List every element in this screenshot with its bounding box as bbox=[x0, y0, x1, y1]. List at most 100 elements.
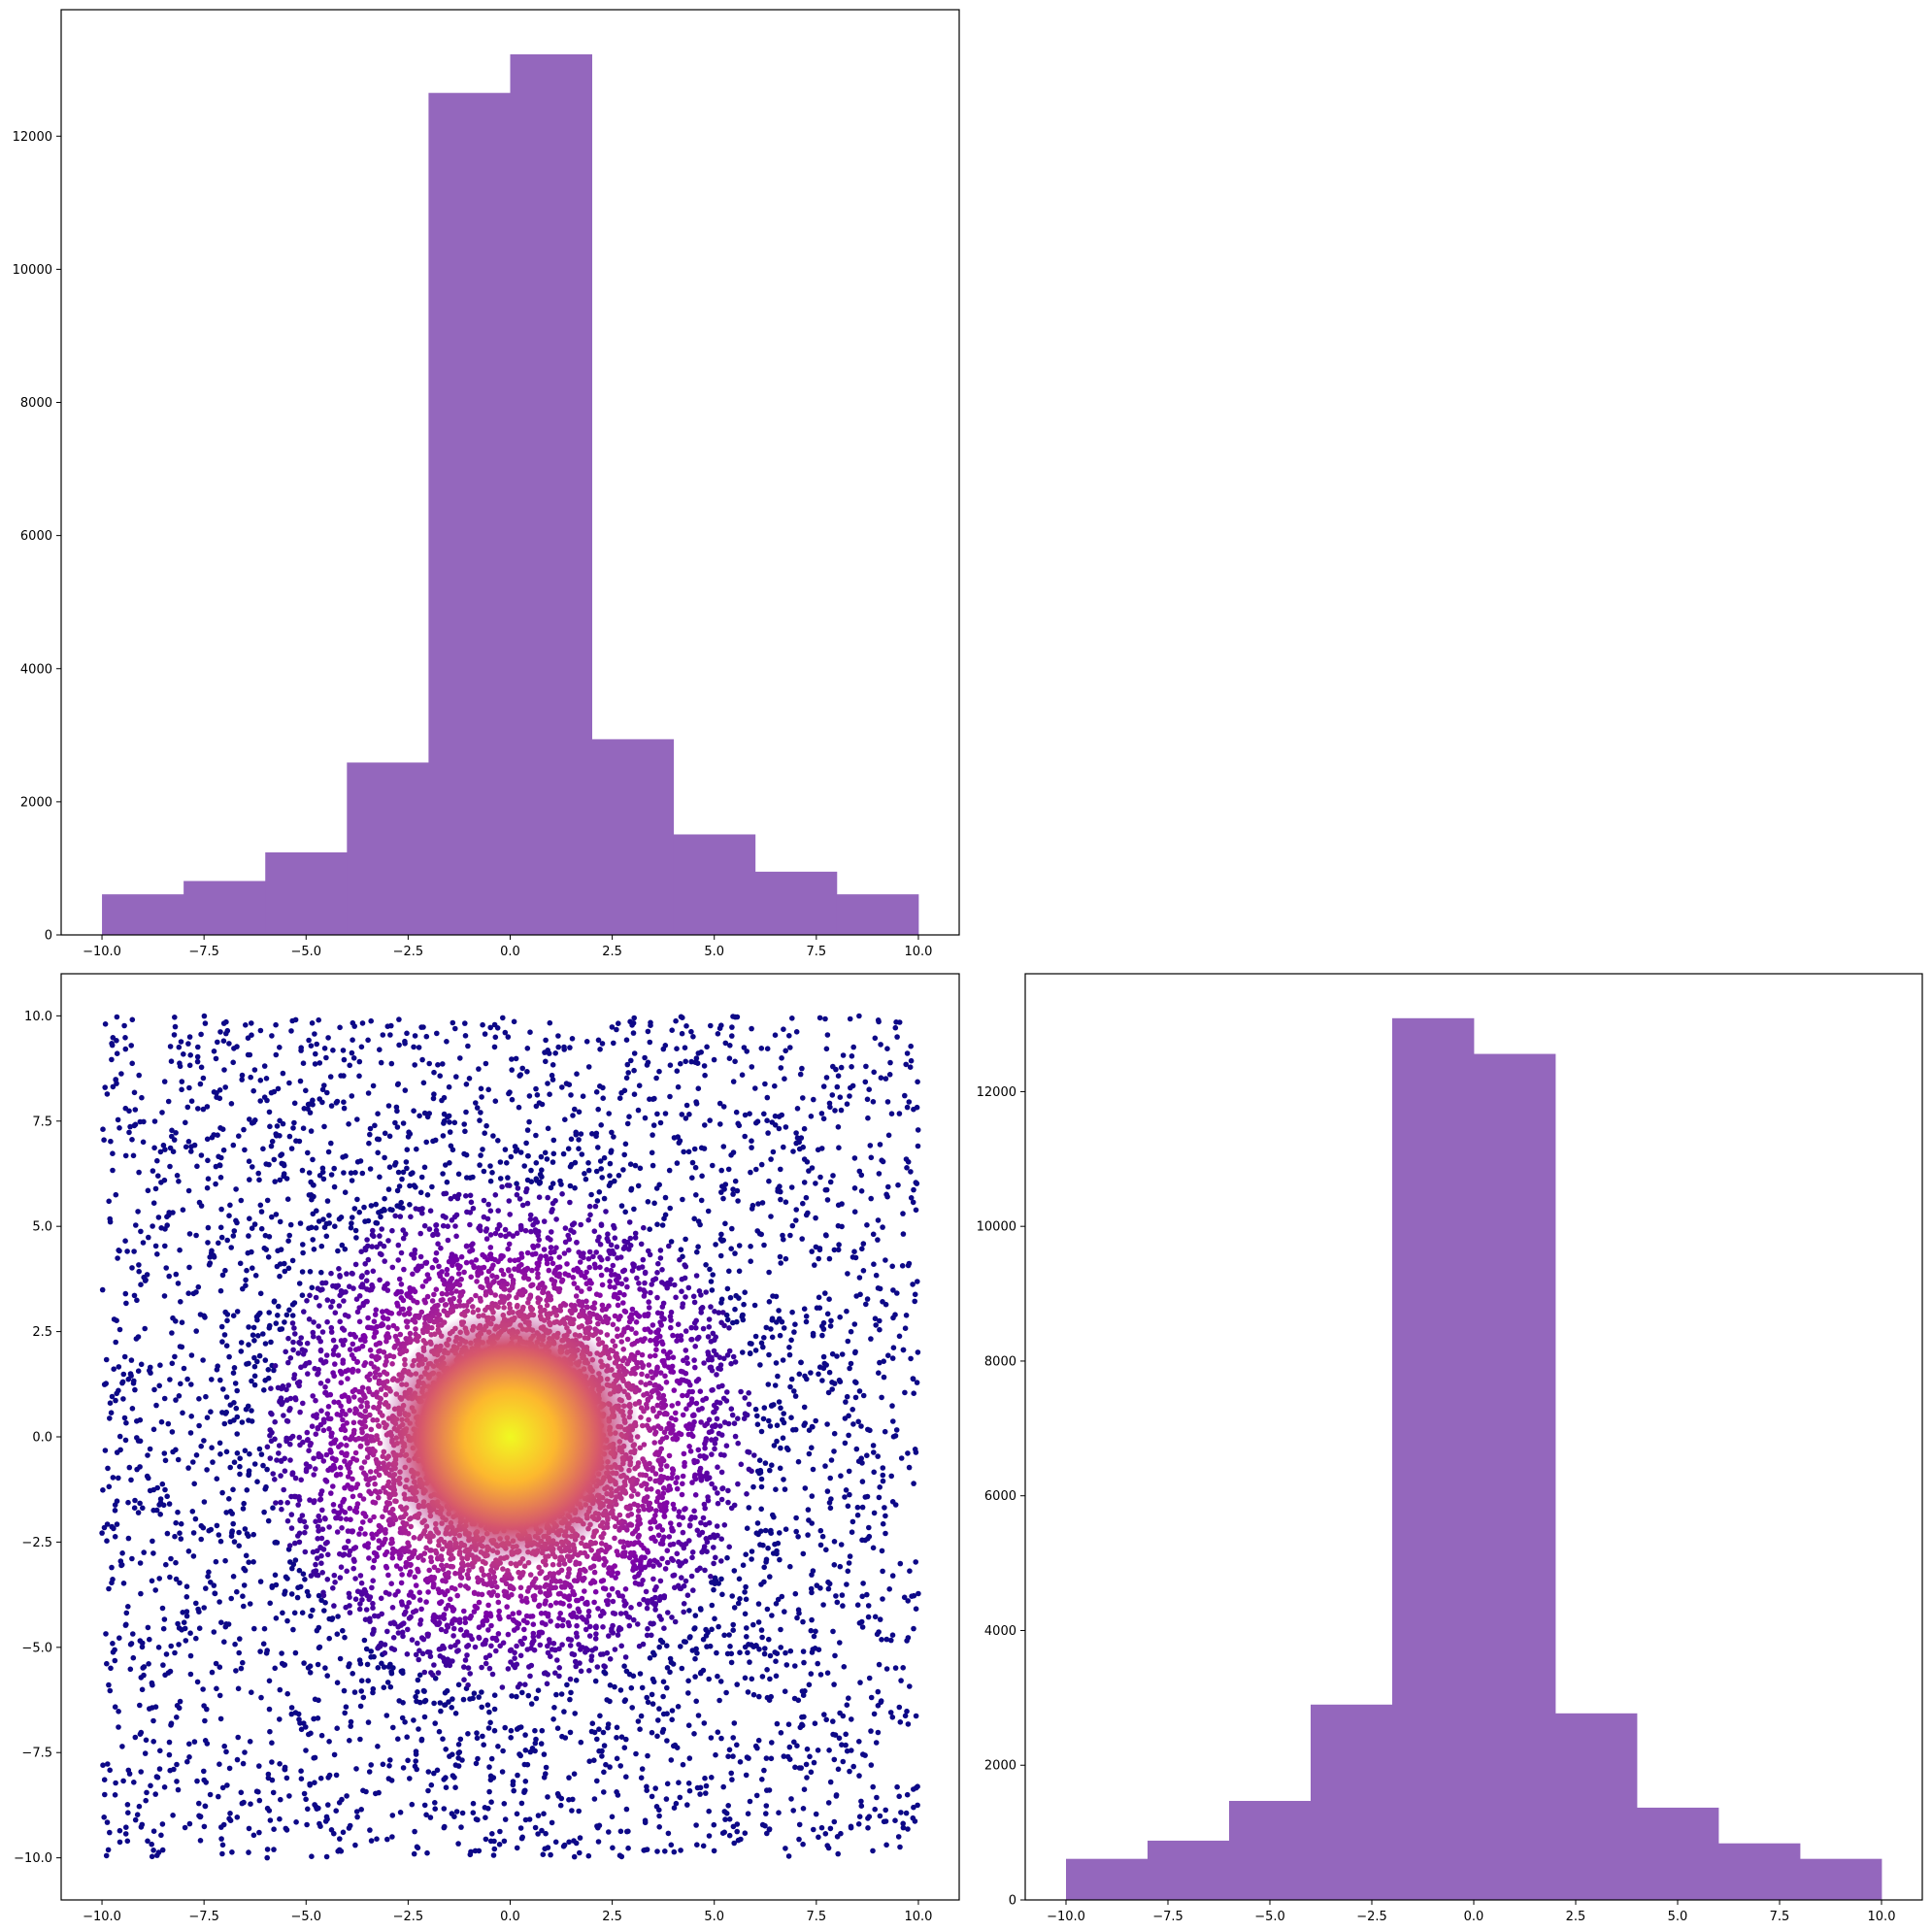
scatter-point bbox=[819, 1332, 825, 1339]
scatter-point bbox=[579, 1615, 584, 1620]
scatter-point bbox=[721, 1355, 727, 1362]
scatter-point bbox=[525, 1692, 532, 1699]
scatter-point bbox=[849, 1254, 856, 1260]
scatter-point bbox=[165, 1420, 172, 1427]
scatter-point bbox=[342, 1710, 349, 1716]
scatter-point bbox=[701, 1720, 708, 1726]
scatter-point bbox=[824, 1032, 831, 1038]
scatter-point bbox=[847, 1365, 852, 1372]
scatter-point bbox=[212, 1590, 218, 1597]
scatter-point bbox=[499, 1684, 506, 1690]
scatter-point bbox=[723, 1312, 730, 1318]
scatter-point bbox=[793, 1515, 799, 1521]
scatter-point bbox=[741, 1301, 747, 1308]
scatter-point bbox=[630, 1030, 637, 1036]
scatter-point bbox=[605, 1255, 611, 1262]
scatter-point bbox=[826, 1748, 832, 1753]
scatter-point bbox=[190, 1459, 196, 1465]
scatter-point bbox=[679, 1288, 684, 1294]
hist-x-bar bbox=[673, 834, 756, 935]
scatter-point bbox=[663, 1796, 670, 1802]
scatter-point bbox=[248, 1074, 253, 1081]
scatter-point bbox=[462, 1657, 469, 1663]
scatter-point bbox=[206, 1262, 213, 1268]
scatter-point bbox=[556, 1646, 562, 1652]
scatter-point bbox=[724, 1285, 731, 1292]
scatter-point bbox=[157, 1512, 163, 1517]
scatter-point bbox=[535, 1232, 541, 1239]
scatter-point bbox=[246, 1177, 252, 1182]
scatter-point bbox=[681, 1609, 686, 1615]
scatter-point bbox=[823, 1716, 829, 1723]
scatter-point bbox=[871, 1261, 877, 1267]
scatter-point bbox=[649, 1691, 655, 1698]
scatter-point bbox=[880, 1568, 885, 1575]
scatter-point bbox=[359, 1020, 366, 1026]
scatter-point bbox=[374, 1836, 380, 1842]
scatter-point bbox=[384, 1287, 391, 1293]
scatter-point bbox=[314, 1208, 319, 1214]
scatter-point bbox=[876, 1661, 883, 1668]
scatter-point bbox=[237, 1471, 243, 1478]
scatter-point bbox=[123, 1621, 129, 1628]
scatter-point bbox=[395, 1169, 402, 1176]
scatter-point bbox=[772, 1113, 779, 1119]
scatter-point bbox=[880, 1465, 886, 1471]
scatter-point bbox=[364, 1269, 370, 1276]
scatter-point bbox=[862, 1494, 869, 1500]
scatter-point bbox=[708, 1279, 715, 1284]
scatter-point bbox=[678, 1247, 684, 1252]
scatter-point bbox=[482, 1805, 488, 1811]
scatter-point bbox=[250, 1164, 255, 1170]
scatter-point bbox=[440, 1061, 446, 1067]
scatter-point bbox=[781, 1411, 786, 1416]
scatter-point bbox=[281, 1486, 287, 1493]
scatter-point bbox=[683, 1058, 688, 1065]
scatter-point bbox=[519, 1202, 526, 1209]
scatter-point bbox=[370, 1268, 377, 1275]
scatter-point bbox=[249, 1248, 254, 1255]
scatter-point bbox=[332, 1437, 339, 1443]
scatter-point bbox=[664, 1559, 671, 1566]
scatter-point bbox=[550, 1260, 556, 1267]
scatter-point bbox=[687, 1516, 694, 1522]
scatter-point bbox=[415, 1689, 420, 1695]
scatter-point bbox=[379, 1251, 384, 1258]
scatter-point bbox=[700, 1325, 707, 1332]
scatter-point bbox=[559, 1733, 565, 1740]
scatter-point bbox=[236, 1529, 242, 1536]
scatter-point bbox=[488, 1799, 494, 1805]
scatter-point bbox=[267, 1123, 273, 1130]
scatter-point bbox=[421, 1669, 428, 1676]
scatter-point bbox=[183, 1583, 190, 1589]
scatter-point bbox=[625, 1845, 631, 1851]
scatter-point bbox=[668, 1239, 675, 1245]
scatter-point bbox=[642, 1054, 648, 1061]
scatter-point bbox=[699, 1548, 705, 1555]
scatter-point bbox=[116, 1475, 121, 1482]
scatter-point bbox=[485, 1627, 491, 1633]
scatter-point bbox=[801, 1422, 807, 1428]
scatter-point bbox=[124, 1248, 130, 1254]
scatter-point bbox=[313, 1050, 318, 1057]
scatter-point bbox=[417, 1253, 424, 1260]
scatter-point bbox=[228, 1101, 235, 1107]
scatter-point bbox=[766, 1417, 772, 1424]
scatter-point bbox=[775, 1373, 781, 1380]
scatter-point bbox=[358, 1580, 365, 1586]
scatter-point bbox=[307, 1497, 313, 1503]
scatter-point bbox=[859, 1479, 866, 1484]
scatter-point bbox=[422, 1697, 429, 1704]
scatter-point bbox=[321, 1123, 327, 1130]
scatter-point bbox=[438, 1626, 445, 1633]
scatter-point bbox=[418, 1736, 425, 1743]
scatter-point bbox=[695, 1244, 701, 1249]
scatter-point bbox=[824, 1311, 831, 1317]
scatter-point bbox=[122, 1238, 128, 1244]
scatter-point bbox=[819, 1378, 825, 1383]
scatter-point bbox=[521, 1761, 528, 1768]
scatter-point bbox=[543, 1670, 549, 1676]
scatter-point bbox=[703, 1289, 709, 1295]
scatter-point bbox=[481, 1197, 487, 1204]
scatter-point bbox=[764, 1606, 771, 1613]
